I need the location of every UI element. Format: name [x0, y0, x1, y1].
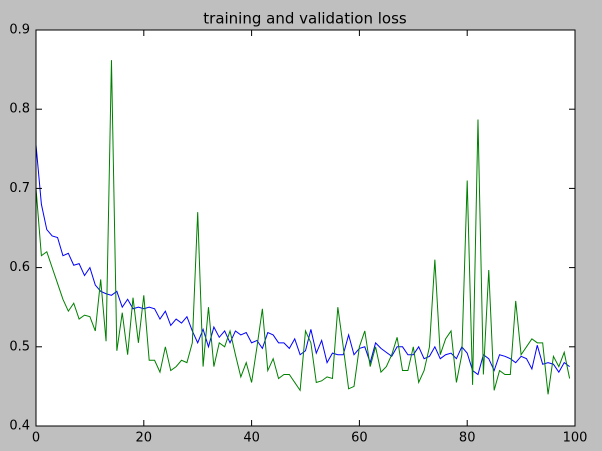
x-tick-label: 60 — [351, 431, 368, 446]
y-tick-label: 0.8 — [9, 102, 30, 117]
x-tick-label: 20 — [136, 431, 153, 446]
x-tick-label: 80 — [459, 431, 476, 446]
chart-title: training and validation loss — [203, 10, 407, 28]
y-tick-label: 0.5 — [9, 339, 30, 354]
plot-frame — [35, 29, 576, 427]
x-tick-label: 100 — [563, 431, 588, 446]
y-tick-label: 0.9 — [9, 23, 30, 38]
x-tick-label: 0 — [32, 431, 40, 446]
plot-area — [36, 30, 575, 426]
y-tick-label: 0.6 — [9, 260, 30, 275]
line-series — [35, 60, 571, 395]
line-series — [35, 144, 570, 376]
x-tick-label: 40 — [243, 431, 260, 446]
y-tick-label: 0.7 — [9, 181, 30, 196]
y-tick-label: 0.4 — [9, 419, 30, 434]
